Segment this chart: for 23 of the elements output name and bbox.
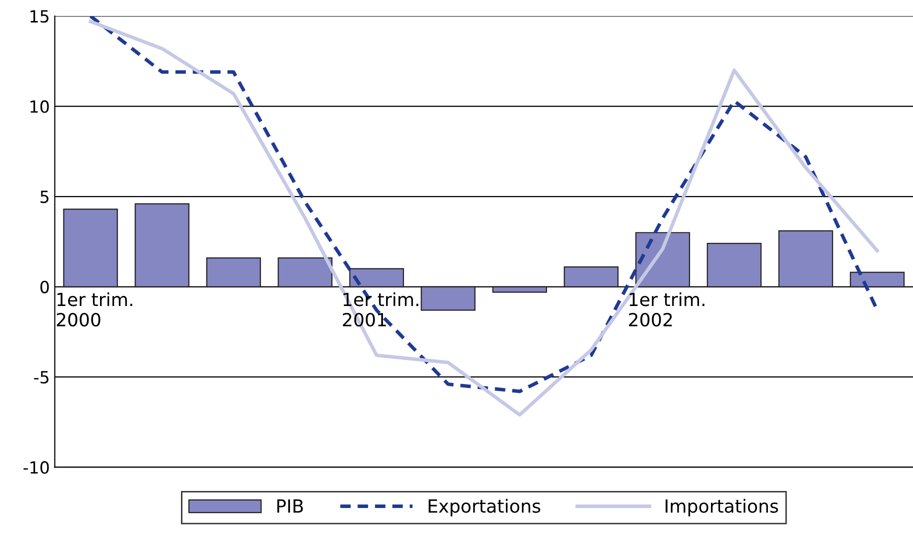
x-tick-label: 1er trim. 2000 [56,292,132,327]
legend-label: Exportations [428,498,540,516]
bar [706,242,762,288]
bar [349,268,404,288]
x-tick-label: 1er trim. 2001 [342,292,418,327]
y-tick-label: 5 [40,190,48,204]
y-tick-label: 0 [40,280,49,294]
y-tick-label: 10 [30,100,49,113]
bar [63,208,118,288]
bar [134,203,190,288]
bar [778,230,834,288]
legend-label: Importations [666,498,778,516]
y-tick-label: -5 [34,371,48,384]
bar [278,257,332,288]
x-tick-label: 1er trim. 2002 [629,292,704,327]
bar [206,257,261,288]
bar [420,286,476,311]
bar [850,272,905,288]
y-tick-label: 15 [30,10,48,23]
bar [564,266,619,288]
bar [492,286,548,293]
legend-label: PIB [277,499,303,513]
y-tick-label: -10 [24,461,49,474]
